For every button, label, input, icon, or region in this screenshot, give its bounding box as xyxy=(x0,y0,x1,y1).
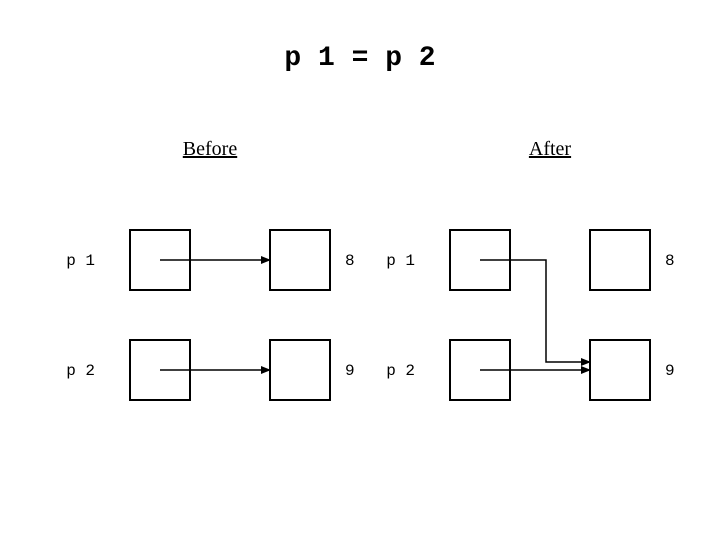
before-header: Before xyxy=(183,138,238,160)
before-p1-value: 8 xyxy=(345,252,355,270)
pointer-assignment-diagram: p 1 = p 2 Before After p 1 8 p 2 9 p 1 8… xyxy=(0,0,720,540)
after-p2-label: p 2 xyxy=(386,362,415,380)
before-p2-label: p 2 xyxy=(66,362,95,380)
before-p2-value-box xyxy=(270,340,330,400)
after-p1-value-box xyxy=(590,230,650,290)
before-p1-value-box xyxy=(270,230,330,290)
after-header: After xyxy=(529,138,572,160)
after-p2-value: 9 xyxy=(665,362,675,380)
after-p1-value: 8 xyxy=(665,252,675,270)
after-p1-label: p 1 xyxy=(386,252,415,270)
after-p1-arrow xyxy=(480,260,590,362)
before-p1-label: p 1 xyxy=(66,252,95,270)
after-p2-value-box xyxy=(590,340,650,400)
before-p2-value: 9 xyxy=(345,362,355,380)
diagram-title: p 1 = p 2 xyxy=(284,43,435,74)
